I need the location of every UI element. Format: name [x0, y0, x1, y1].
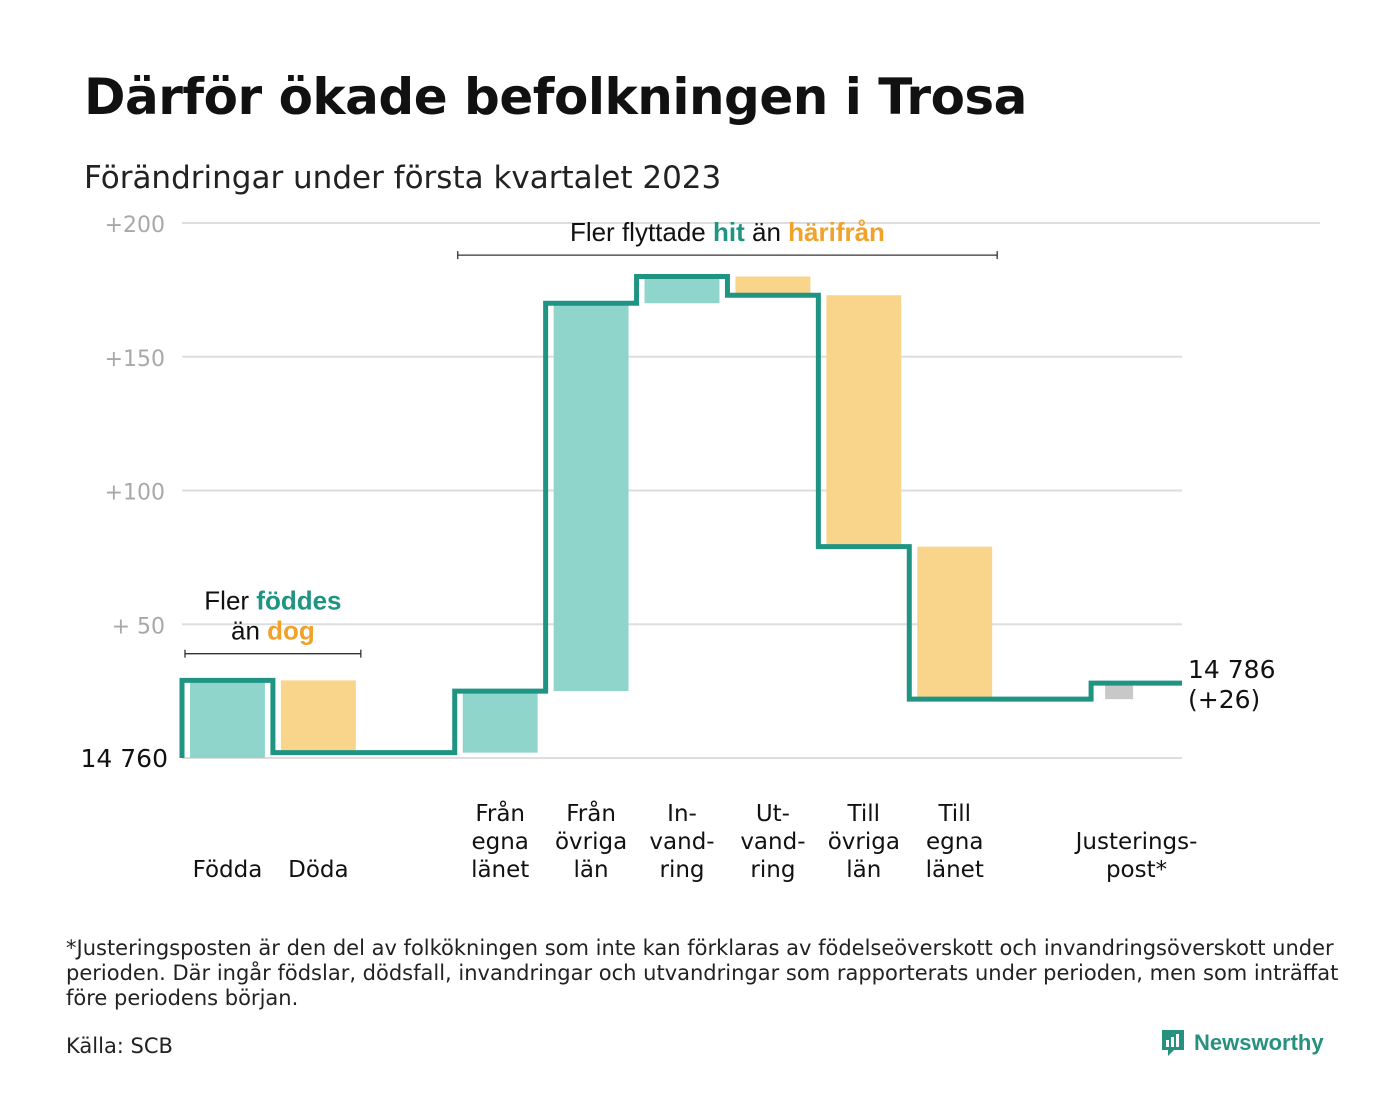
category-label: övriga — [555, 829, 627, 855]
footnote: *Justeringsposten är den del av folkökni… — [66, 936, 1339, 1010]
baseline-value-label: 14 760 — [81, 744, 168, 773]
waterfall-bar — [735, 276, 811, 296]
category-label: Döda — [288, 857, 348, 883]
category-label: län — [846, 857, 881, 883]
y-tick-label: +100 — [105, 481, 165, 506]
annotation-segment: Fler — [204, 586, 256, 616]
y-tick-label: +150 — [105, 347, 165, 372]
category-label: Födda — [193, 857, 263, 883]
waterfall-bar — [553, 303, 629, 692]
end-value-label: 14 786 — [1188, 655, 1275, 684]
chart-subtitle: Förändringar under första kvartalet 2023 — [84, 160, 722, 196]
annotation-segment: dog — [267, 616, 315, 646]
category-label: egna — [471, 829, 528, 855]
category-label: In- — [667, 801, 697, 827]
waterfall-bar — [190, 680, 265, 758]
annotation-text: Fler föddes — [204, 586, 341, 616]
newsworthy-logo-icon — [1162, 1030, 1184, 1056]
category-label: vand- — [740, 829, 805, 855]
source-note: Källa: SCB — [66, 1034, 173, 1058]
category-label: ring — [659, 857, 704, 883]
category-label: Från — [475, 799, 525, 827]
annotation-text: Fler flyttade hit än härifrån — [570, 217, 885, 247]
category-label: ring — [750, 857, 795, 883]
category-label: Ut- — [756, 801, 790, 827]
category-label: övriga — [828, 829, 900, 855]
annotation-segment: Fler flyttade — [570, 217, 713, 247]
waterfall-bar — [917, 546, 993, 700]
annotation-segment: härifrån — [788, 217, 885, 247]
category-label: egna — [926, 829, 983, 855]
category-label: län — [574, 857, 609, 883]
category-label: Till — [937, 801, 971, 827]
waterfall-bar — [462, 691, 538, 753]
annotation-segment: än — [231, 616, 267, 646]
cumulative-step-line — [179, 274, 1182, 758]
category-label: Justerings- — [1074, 829, 1198, 855]
category-label: Till — [847, 801, 881, 827]
category-label: Från — [566, 799, 616, 827]
category-label: vand- — [649, 829, 714, 855]
chart-title: Därför ökade befolkningen i Trosa — [84, 68, 1027, 126]
waterfall-bar — [644, 276, 720, 304]
waterfall-bar — [826, 295, 902, 547]
annotation-text: än dog — [231, 616, 315, 646]
y-tick-label: +200 — [105, 213, 165, 238]
waterfall-bar — [280, 680, 356, 753]
brand-name: Newsworthy — [1194, 1030, 1324, 1055]
category-label: post* — [1106, 857, 1167, 883]
annotation-segment: hit — [713, 217, 745, 247]
waterfall-bar — [1105, 683, 1134, 700]
brand-logo: Newsworthy — [1160, 1028, 1324, 1058]
end-value-label: (+26) — [1188, 685, 1260, 714]
annotation-segment: föddes — [256, 586, 341, 616]
y-tick-label: + 50 — [112, 614, 165, 639]
annotation-segment: än — [745, 217, 788, 247]
category-label: länet — [926, 857, 984, 883]
category-label: länet — [471, 857, 529, 883]
